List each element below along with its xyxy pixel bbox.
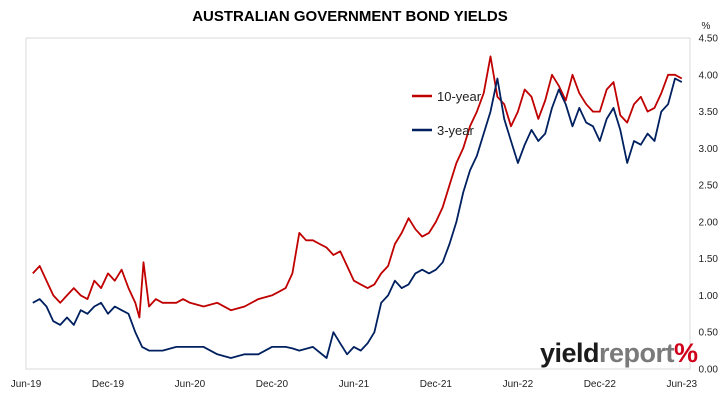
- y-tick-label: 1.50: [699, 254, 719, 265]
- x-tick-label: Jun-23: [667, 379, 698, 390]
- x-axis: Jun-19 Dec-19 Jun-20 Dec-20 Jun-21 Dec-21 Jun-…: [11, 379, 698, 390]
- x-tick-label: Dec-22: [584, 379, 617, 390]
- legend: 10-year 3-year: [412, 89, 482, 138]
- x-tick-label: Dec-21: [420, 379, 453, 390]
- x-tick-label: Jun-22: [503, 379, 534, 390]
- series-line-3-year: [32, 77, 683, 359]
- x-tick-label: Dec-19: [92, 379, 125, 390]
- x-tick-label: Jun-19: [11, 379, 42, 390]
- legend-label-3-year: 3-year: [437, 123, 475, 138]
- yieldreport-logo: yieldreport%: [540, 338, 698, 368]
- x-tick-label: Jun-21: [339, 379, 370, 390]
- plot-area: [25, 37, 691, 370]
- y-tick-label: 2.00: [699, 217, 719, 228]
- legend-label-10-year: 10-year: [437, 89, 482, 104]
- x-tick-label: Jun-20: [175, 379, 206, 390]
- y-tick-label: 0.50: [699, 328, 719, 339]
- x-tick-label: Dec-20: [256, 379, 289, 390]
- y-tick-label: 3.00: [699, 144, 719, 155]
- y-tick-label: 0.00: [699, 365, 719, 376]
- chart-title: AUSTRALIAN GOVERNMENT BOND YIELDS: [192, 8, 508, 25]
- y-tick-label: 2.50: [699, 181, 719, 192]
- y-axis: 0.00 0.50 1.00 1.50 2.00 2.50 3.00 3.50 4.00 4.50: [699, 34, 719, 376]
- y-tick-label: 1.00: [699, 291, 719, 302]
- y-tick-label: 3.50: [699, 107, 719, 118]
- y-tick-label: 4.00: [699, 70, 719, 81]
- y-tick-label: 4.50: [699, 34, 719, 45]
- series-line-10-year: [32, 55, 683, 319]
- series-lines: [32, 55, 683, 359]
- y-axis-unit-label: %: [702, 21, 711, 32]
